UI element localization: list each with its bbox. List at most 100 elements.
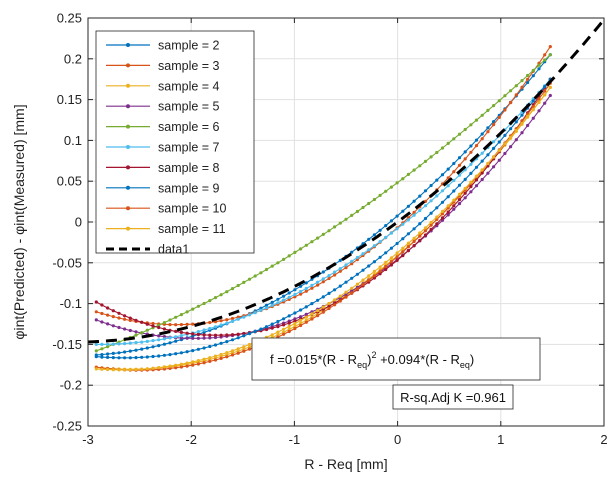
series-point <box>299 284 303 288</box>
series-point <box>395 214 399 218</box>
legend-label: sample = 4 <box>158 79 220 93</box>
series-point <box>389 185 393 189</box>
axis-ticks <box>87 17 605 427</box>
series-point <box>338 258 342 262</box>
legend-item: sample = 3 <box>106 59 220 73</box>
legend-marker <box>126 206 130 211</box>
series-point <box>384 264 388 269</box>
series-point <box>537 63 541 67</box>
series-point <box>389 219 393 223</box>
legend-marker <box>126 124 130 129</box>
series-point <box>157 323 161 327</box>
series-point <box>191 322 195 326</box>
series-point <box>401 177 405 181</box>
series-point <box>327 274 331 278</box>
series-point <box>191 336 195 340</box>
series-point <box>492 140 496 144</box>
equation-text: f =0.015*(R - Req)2 +0.094*(R - Req) <box>270 350 474 370</box>
series-point <box>486 171 490 175</box>
series-point <box>503 133 507 137</box>
legend-item: sample = 2 <box>106 39 220 53</box>
series-point <box>106 355 110 359</box>
series-point <box>446 210 450 214</box>
series-point <box>463 191 467 195</box>
series-point <box>185 364 189 368</box>
series-point <box>509 101 513 105</box>
series-point <box>355 255 359 260</box>
series-point <box>367 248 371 252</box>
series-point <box>418 238 422 242</box>
series-point <box>123 356 127 360</box>
series-point <box>128 328 132 333</box>
series-point <box>174 315 178 319</box>
series-point <box>282 327 286 331</box>
series-point <box>327 306 331 311</box>
series-point <box>213 354 218 358</box>
series-point <box>151 321 155 326</box>
series-point <box>140 347 144 351</box>
series-layer <box>94 45 552 372</box>
series-point <box>94 367 98 371</box>
series-point <box>247 277 252 281</box>
series-point <box>157 334 161 338</box>
series-point <box>435 217 439 221</box>
series-point <box>367 264 371 268</box>
series-point <box>219 352 223 357</box>
series-point <box>548 93 552 98</box>
x-tick-label: 2 <box>600 432 607 447</box>
series-point <box>486 130 490 134</box>
series-point <box>185 361 189 365</box>
series-point <box>208 359 212 363</box>
x-tick-label: 1 <box>497 432 504 447</box>
series-point <box>372 274 376 278</box>
series-point <box>497 115 501 119</box>
series-point <box>94 342 98 346</box>
series-point <box>384 224 388 228</box>
series-point <box>457 156 462 160</box>
series-point <box>497 99 501 103</box>
series-point <box>111 315 115 319</box>
legend-item: sample = 11 <box>106 222 226 236</box>
series-point <box>219 333 223 337</box>
series-point <box>378 265 382 269</box>
legend-item: sample = 10 <box>106 202 226 216</box>
series-point <box>526 123 530 128</box>
series-point <box>276 261 280 265</box>
series-point <box>355 282 359 286</box>
series-point <box>276 330 280 334</box>
equation-box <box>251 337 541 381</box>
series-point <box>185 331 189 335</box>
series-point <box>293 311 297 315</box>
series-point <box>196 330 200 334</box>
series-point <box>287 329 291 334</box>
x-tick-label: 0 <box>394 432 401 447</box>
series-point <box>191 334 195 338</box>
series-point <box>117 342 121 346</box>
series-point <box>179 334 183 338</box>
series-point <box>179 365 183 369</box>
series-point <box>128 349 132 353</box>
series-point <box>202 333 206 337</box>
series-point <box>145 322 149 326</box>
y-axis-label: φint(Predicted) - φint(Measured) [mm] <box>11 104 27 339</box>
series-point <box>338 269 342 273</box>
series-point <box>304 312 308 316</box>
series-point <box>531 104 535 109</box>
series-point <box>327 291 331 295</box>
series-point <box>168 323 172 327</box>
series-point <box>162 337 166 341</box>
series-point <box>457 173 462 177</box>
series-point <box>123 342 127 346</box>
series-point <box>361 252 365 256</box>
series-point <box>230 333 235 337</box>
series-point <box>361 283 365 287</box>
series-point <box>452 178 456 183</box>
series-point <box>474 184 479 188</box>
series-point <box>372 260 376 264</box>
series-point <box>151 339 155 343</box>
series-point <box>435 194 439 198</box>
series-point <box>100 347 104 351</box>
series-point <box>299 323 303 328</box>
series-point <box>531 107 535 111</box>
series-point <box>179 330 183 334</box>
